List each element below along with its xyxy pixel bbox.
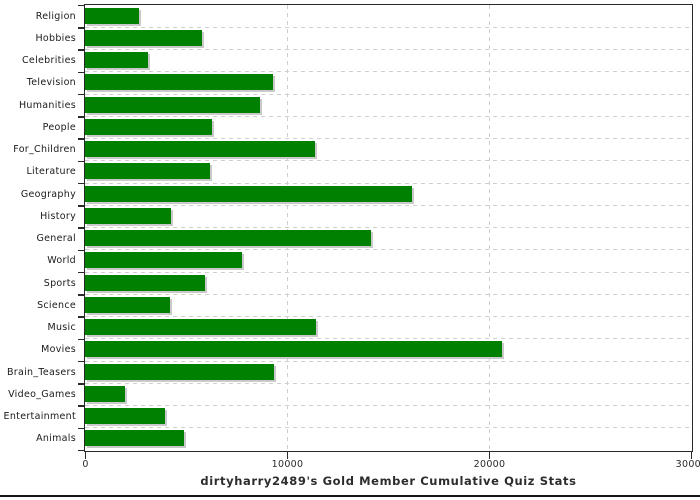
horizontal-gridline	[85, 115, 692, 117]
y-axis-tick	[78, 4, 85, 7]
bar-people	[85, 118, 212, 135]
category-label: Hobbies	[35, 32, 76, 44]
category-label: Celebrities	[22, 55, 76, 66]
y-axis-tick	[78, 271, 85, 274]
category-label: Brain_Teasers	[6, 366, 76, 378]
category-label: Geography	[20, 188, 76, 200]
category-label: Movies	[41, 344, 76, 356]
y-axis-tick	[78, 116, 85, 118]
bar-video_games	[85, 385, 126, 402]
y-axis-tick	[78, 360, 85, 363]
horizontal-gridline	[85, 227, 692, 228]
category-label: Video_Games	[8, 388, 76, 400]
y-axis-tick	[78, 160, 85, 162]
y-axis-tick	[78, 205, 85, 207]
horizontal-gridline	[85, 49, 692, 50]
y-axis-tick	[78, 427, 85, 429]
category-label: People	[42, 121, 76, 133]
category-label: General	[36, 233, 76, 244]
y-axis-tick	[78, 182, 85, 185]
bar-general	[85, 230, 371, 246]
bar-literature	[85, 163, 211, 180]
bar-television	[85, 74, 273, 91]
bar-movies	[85, 341, 503, 358]
plot-area	[84, 4, 693, 452]
bar-world	[85, 252, 242, 269]
y-axis-tick	[78, 49, 85, 51]
horizontal-gridline	[85, 182, 692, 184]
y-axis-tick	[78, 294, 85, 296]
x-axis-tick	[488, 452, 491, 459]
bar-religion	[85, 7, 139, 24]
horizontal-gridline	[85, 71, 692, 73]
category-label: Religion	[35, 10, 76, 22]
bar-music	[85, 319, 317, 335]
x-tick-label: 20000	[473, 459, 506, 470]
y-axis-tick	[78, 383, 85, 385]
horizontal-gridline	[85, 427, 692, 429]
bar-geography	[85, 185, 413, 202]
horizontal-gridline	[85, 338, 692, 340]
bar-celebrities	[85, 52, 148, 68]
horizontal-gridline	[85, 160, 692, 162]
bar-brain_teasers	[85, 363, 274, 380]
y-axis-tick	[78, 316, 85, 318]
y-axis-tick	[78, 249, 85, 251]
horizontal-gridline	[85, 249, 692, 251]
horizontal-gridline	[85, 26, 692, 28]
bar-science	[85, 296, 170, 313]
y-axis-tick	[78, 227, 85, 229]
horizontal-gridline	[85, 138, 692, 139]
horizontal-gridline	[85, 405, 692, 406]
horizontal-gridline	[85, 293, 692, 295]
vertical-gridline	[488, 5, 490, 451]
bar-entertainment	[85, 408, 165, 424]
bottom-border-line	[0, 495, 700, 497]
category-label: World	[47, 255, 76, 267]
category-label: For_Children	[13, 144, 76, 155]
y-axis-tick	[78, 405, 85, 407]
category-label: Science	[37, 299, 76, 311]
category-label: Sports	[43, 277, 76, 289]
category-label: History	[40, 210, 76, 222]
category-label: Humanities	[18, 99, 76, 111]
category-label: Animals	[36, 433, 76, 445]
vertical-gridline	[286, 5, 288, 451]
x-tick-label: 10000	[271, 459, 304, 470]
x-tick-label: 30000	[675, 459, 700, 470]
bar-hobbies	[85, 29, 203, 46]
horizontal-gridline	[85, 93, 692, 95]
y-axis-tick	[78, 338, 85, 340]
category-label: Literature	[26, 166, 76, 178]
y-axis-tick	[78, 71, 85, 73]
x-axis-tick	[84, 452, 87, 459]
bar-humanities	[85, 96, 260, 113]
category-label: Entertainment	[3, 411, 76, 422]
x-tick-label: 0	[82, 459, 89, 470]
y-axis-tick	[78, 449, 85, 452]
horizontal-gridline	[85, 360, 692, 362]
category-label: Television	[26, 77, 76, 89]
bar-history	[85, 207, 171, 224]
horizontal-gridline	[85, 382, 692, 384]
horizontal-gridline	[85, 204, 692, 206]
bar-for_children	[85, 141, 316, 157]
x-axis-tick	[690, 452, 693, 459]
bar-animals	[85, 430, 184, 447]
y-axis-tick	[78, 138, 85, 140]
category-label: Music	[47, 322, 76, 333]
x-axis-tick	[286, 452, 289, 459]
y-axis-tick	[78, 27, 85, 29]
horizontal-gridline	[85, 271, 692, 273]
chart-title: dirtyharry2489's Gold Member Cumulative …	[200, 474, 577, 488]
bar-sports	[85, 274, 206, 291]
y-axis-tick	[78, 93, 85, 96]
horizontal-gridline	[85, 316, 692, 317]
